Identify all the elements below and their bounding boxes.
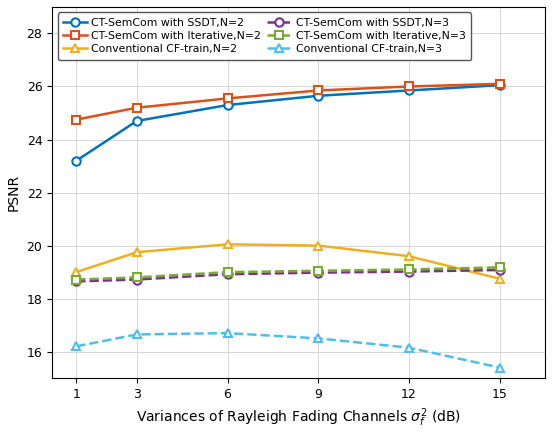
CT-SemCom with Iterative,N=3 [315,268,322,273]
Line: CT-SemCom with SSDT,N=3: CT-SemCom with SSDT,N=3 [72,266,504,286]
Y-axis label: PSNR: PSNR [7,174,21,211]
Conventional CF-train,N=2 [73,269,79,275]
Conventional CF-train,N=2 [315,243,322,248]
CT-SemCom with SSDT,N=2 [496,82,503,88]
CT-SemCom with SSDT,N=3 [315,270,322,275]
Line: CT-SemCom with Iterative,N=2: CT-SemCom with Iterative,N=2 [72,80,504,124]
Line: Conventional CF-train,N=2: Conventional CF-train,N=2 [72,240,504,283]
Conventional CF-train,N=2 [496,276,503,281]
Conventional CF-train,N=3 [315,336,322,341]
CT-SemCom with SSDT,N=3 [73,279,79,284]
X-axis label: Variances of Rayleigh Fading Channels $\sigma_f^2$ (dB): Variances of Rayleigh Fading Channels $\… [136,406,461,429]
CT-SemCom with Iterative,N=3 [406,267,412,272]
CT-SemCom with Iterative,N=2 [73,117,79,122]
Conventional CF-train,N=2 [134,249,140,255]
CT-SemCom with Iterative,N=3 [134,275,140,280]
Conventional CF-train,N=3 [134,332,140,337]
CT-SemCom with SSDT,N=2 [134,118,140,123]
Conventional CF-train,N=3 [224,330,231,336]
CT-SemCom with Iterative,N=2 [406,84,412,89]
CT-SemCom with SSDT,N=3 [406,269,412,274]
CT-SemCom with SSDT,N=3 [224,272,231,277]
CT-SemCom with SSDT,N=2 [315,93,322,99]
Conventional CF-train,N=2 [406,254,412,259]
Line: CT-SemCom with SSDT,N=2: CT-SemCom with SSDT,N=2 [72,81,504,165]
Conventional CF-train,N=2 [224,242,231,247]
Line: Conventional CF-train,N=3: Conventional CF-train,N=3 [72,329,504,372]
Conventional CF-train,N=3 [406,345,412,350]
CT-SemCom with SSDT,N=3 [496,267,503,272]
Legend: CT-SemCom with SSDT,N=2, CT-SemCom with Iterative,N=2, Conventional CF-train,N=2: CT-SemCom with SSDT,N=2, CT-SemCom with … [57,12,471,60]
CT-SemCom with Iterative,N=2 [496,81,503,86]
Conventional CF-train,N=3 [73,344,79,349]
CT-SemCom with Iterative,N=2 [224,96,231,101]
CT-SemCom with Iterative,N=2 [315,88,322,93]
CT-SemCom with SSDT,N=3 [134,277,140,282]
CT-SemCom with Iterative,N=3 [496,265,503,270]
CT-SemCom with SSDT,N=2 [73,158,79,164]
CT-SemCom with Iterative,N=3 [224,269,231,275]
Conventional CF-train,N=3 [496,365,503,370]
CT-SemCom with SSDT,N=2 [224,102,231,108]
CT-SemCom with Iterative,N=3 [73,277,79,282]
Line: CT-SemCom with Iterative,N=3: CT-SemCom with Iterative,N=3 [72,263,504,284]
CT-SemCom with SSDT,N=2 [406,88,412,93]
CT-SemCom with Iterative,N=2 [134,105,140,110]
